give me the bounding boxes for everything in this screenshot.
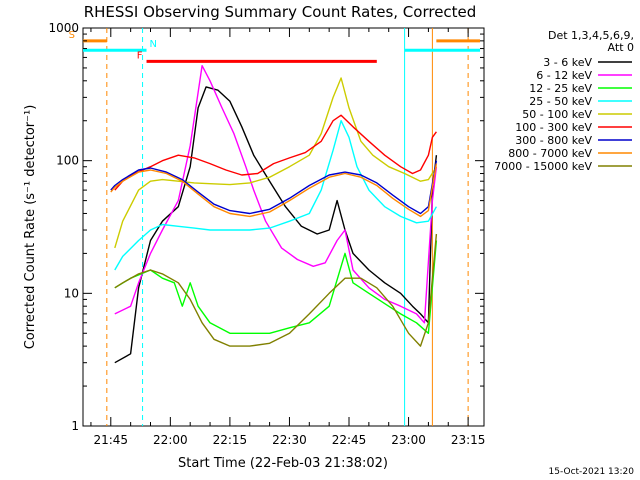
series-line	[114, 119, 438, 271]
legend-header: Det 1,3,4,5,6,9,	[548, 29, 634, 42]
series-line	[110, 163, 438, 218]
legend-label: 100 - 300 keV	[515, 121, 592, 134]
x-tick-label: 22:00	[153, 433, 188, 447]
legend-label: 12 - 25 keV	[529, 82, 592, 95]
x-tick-label: 21:45	[93, 433, 128, 447]
y-tick-label: 100	[56, 154, 79, 168]
flag-label: N	[150, 39, 157, 50]
legend-label: 25 - 50 keV	[529, 95, 592, 108]
legend-label: 3 - 6 keV	[543, 56, 592, 69]
y-tick-label: 1	[71, 419, 79, 433]
series-line	[110, 160, 438, 215]
footer-timestamp: 15-Oct-2021 13:20	[549, 467, 635, 477]
x-tick-label: 22:30	[272, 433, 307, 447]
legend-label: 800 - 7000 keV	[508, 147, 592, 160]
y-tick-label: 10	[64, 286, 79, 300]
y-tick-label: 1000	[48, 21, 79, 35]
legend-label: 6 - 12 keV	[536, 69, 592, 82]
legend-label: 300 - 800 keV	[515, 134, 592, 147]
series-line	[114, 240, 438, 334]
vertical-markers	[106, 28, 469, 426]
x-tick-label: 22:45	[332, 433, 367, 447]
x-tick-label: 23:00	[391, 433, 426, 447]
series-line	[114, 114, 437, 191]
flag-label: S	[69, 30, 75, 41]
series-line	[114, 77, 437, 249]
x-tick-label: 23:15	[451, 433, 486, 447]
x-tick-label: 22:15	[213, 433, 248, 447]
series-lines	[110, 64, 438, 364]
series-line	[114, 233, 438, 347]
legend-label: 7000 - 15000 keV	[494, 160, 592, 173]
legend-header: Att 0	[608, 41, 634, 54]
x-axis-title: Start Time (22-Feb-03 21:38:02)	[178, 456, 388, 471]
axes: 1 10 100 1000 21:45 22:00 22:15 22:30 22:45 23:00…	[48, 21, 485, 447]
series-line	[114, 64, 438, 324]
chart-title: RHESSI Observing Summary Count Rates, Co…	[84, 3, 477, 21]
legend-label: 50 - 100 keV	[522, 108, 592, 121]
flag-label: F	[137, 50, 143, 61]
plot-frame	[82, 27, 485, 427]
y-axis-title: Corrected Count Rate (s⁻¹ detector⁻¹)	[23, 105, 38, 350]
flag-bars: S NF	[69, 30, 481, 63]
